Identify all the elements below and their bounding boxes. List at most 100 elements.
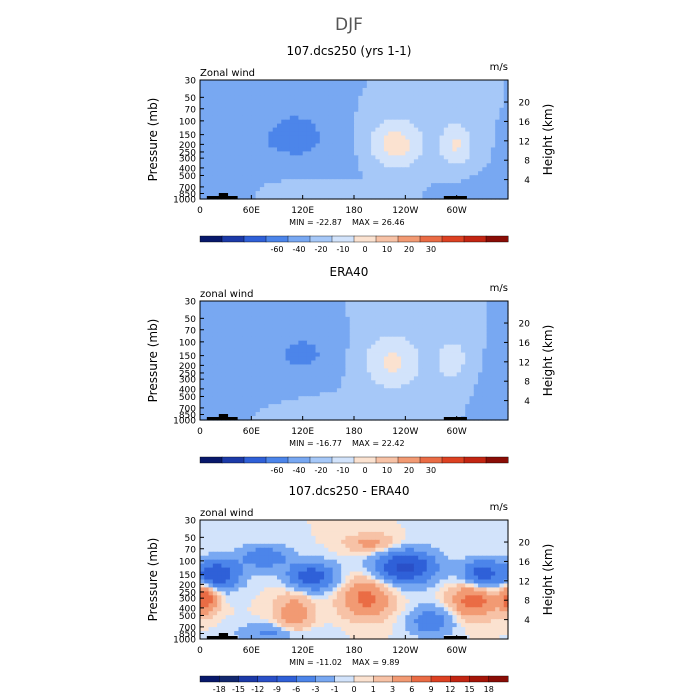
heatmap-cell (375, 195, 381, 200)
heatmap-cell (208, 107, 214, 113)
heatmap-cell (217, 332, 222, 338)
heatmap-cell (388, 352, 394, 358)
heatmap-cell (439, 368, 445, 373)
heatmap-cell (383, 368, 389, 373)
heatmap-cell (242, 531, 248, 537)
heatmap-cell (422, 167, 428, 172)
heatmap-cell (392, 400, 398, 405)
heatmap-cell (486, 175, 492, 180)
heatmap-cell (212, 312, 218, 318)
heatmap-cell (358, 143, 364, 149)
heatmap-cell (281, 316, 287, 322)
heatmap-cell (259, 320, 265, 326)
heatmap-cell (495, 531, 501, 537)
heatmap-cell (456, 191, 462, 196)
heatmap-cell (328, 171, 334, 176)
heatmap-cell (225, 115, 231, 121)
heatmap-cell (392, 95, 398, 101)
heatmap-cell (456, 111, 462, 117)
heatmap-cell (221, 356, 227, 362)
heatmap-cell (302, 356, 308, 362)
heatmap-cell (229, 344, 235, 350)
heatmap-cell (277, 368, 282, 373)
heatmap-cell (482, 320, 488, 326)
heatmap-cell (426, 167, 432, 172)
heatmap-cell (495, 143, 501, 149)
heatmap-cell (371, 183, 376, 188)
heatmap-cell (238, 312, 244, 318)
heatmap-cell (259, 179, 265, 184)
heatmap-cell (354, 324, 359, 330)
heatmap-cell (358, 99, 364, 105)
heatmap-cell (486, 328, 492, 334)
heatmap-cell (490, 368, 496, 373)
heatmap-cell (315, 147, 321, 152)
heatmap-cell (354, 123, 359, 129)
heatmap-cell (383, 87, 389, 93)
heatmap-cell (238, 539, 244, 545)
y-tick-label: 70 (185, 105, 197, 115)
heatmap-cell (328, 179, 334, 184)
heatmap-cell (251, 380, 257, 385)
heatmap-cell (443, 83, 449, 89)
heatmap-cell (324, 396, 329, 401)
heatmap-cell (422, 155, 428, 160)
heatmap-cell (311, 167, 317, 172)
heatmap-cell (268, 107, 274, 113)
heatmap-cell (465, 543, 471, 549)
heatmap-cell (298, 191, 304, 196)
heatmap-cell (418, 328, 424, 334)
heatmap-cell (204, 91, 210, 97)
heatmap-cell (289, 320, 295, 326)
heatmap-cell (332, 412, 338, 417)
heatmap-cell (221, 364, 227, 370)
heatmap-cell (238, 520, 244, 525)
heatmap-cell (294, 332, 299, 338)
heatmap-cell (358, 127, 364, 133)
heatmap-cell (490, 123, 496, 129)
heatmap-cell (405, 531, 411, 537)
heatmap-cell (490, 312, 496, 318)
heatmap-cell (392, 308, 398, 314)
heatmap-cell (396, 308, 402, 314)
heatmap-cell (332, 83, 338, 89)
heatmap-cell (259, 159, 265, 164)
heatmap-cell (383, 523, 389, 529)
y-tick-label: 500 (179, 393, 196, 403)
heatmap-cell (212, 95, 218, 101)
heatmap-cell (272, 404, 278, 409)
heatmap-cell (302, 376, 308, 381)
heatmap-cell (486, 360, 492, 366)
heatmap-cell (388, 408, 394, 413)
heatmap-cell (482, 336, 488, 342)
heatmap-cell (418, 543, 424, 549)
heatmap-cell (452, 328, 458, 334)
heatmap-cell (229, 332, 235, 338)
heatmap-cell (298, 139, 304, 145)
heatmap-cell (473, 119, 479, 125)
heatmap-cell (375, 340, 381, 346)
heatmap-cell (208, 301, 214, 306)
heatmap-cell (336, 312, 342, 318)
heatmap-cell (336, 340, 342, 346)
heatmap-cell (431, 301, 436, 306)
heatmap-cell (422, 127, 428, 133)
heatmap-cell (259, 344, 265, 350)
heatmap-cell (392, 340, 398, 346)
heatmap-cell (349, 167, 355, 172)
heatmap-cell (435, 348, 441, 354)
heatmap-cell (354, 368, 359, 373)
heatmap-cell (409, 195, 415, 200)
heatmap-cell (456, 179, 462, 184)
heatmap-cell (460, 143, 466, 149)
heatmap-cell (225, 163, 231, 168)
heatmap-cell (431, 107, 436, 113)
heatmap-cell (452, 348, 458, 354)
heatmap-cell (345, 115, 351, 121)
heatmap-cell (456, 412, 462, 417)
heatmap-cell (349, 87, 355, 93)
heatmap-cell (328, 520, 334, 525)
heatmap-cell (328, 316, 334, 322)
heatmap-cell (268, 159, 274, 164)
heatmap-cell (332, 115, 338, 121)
